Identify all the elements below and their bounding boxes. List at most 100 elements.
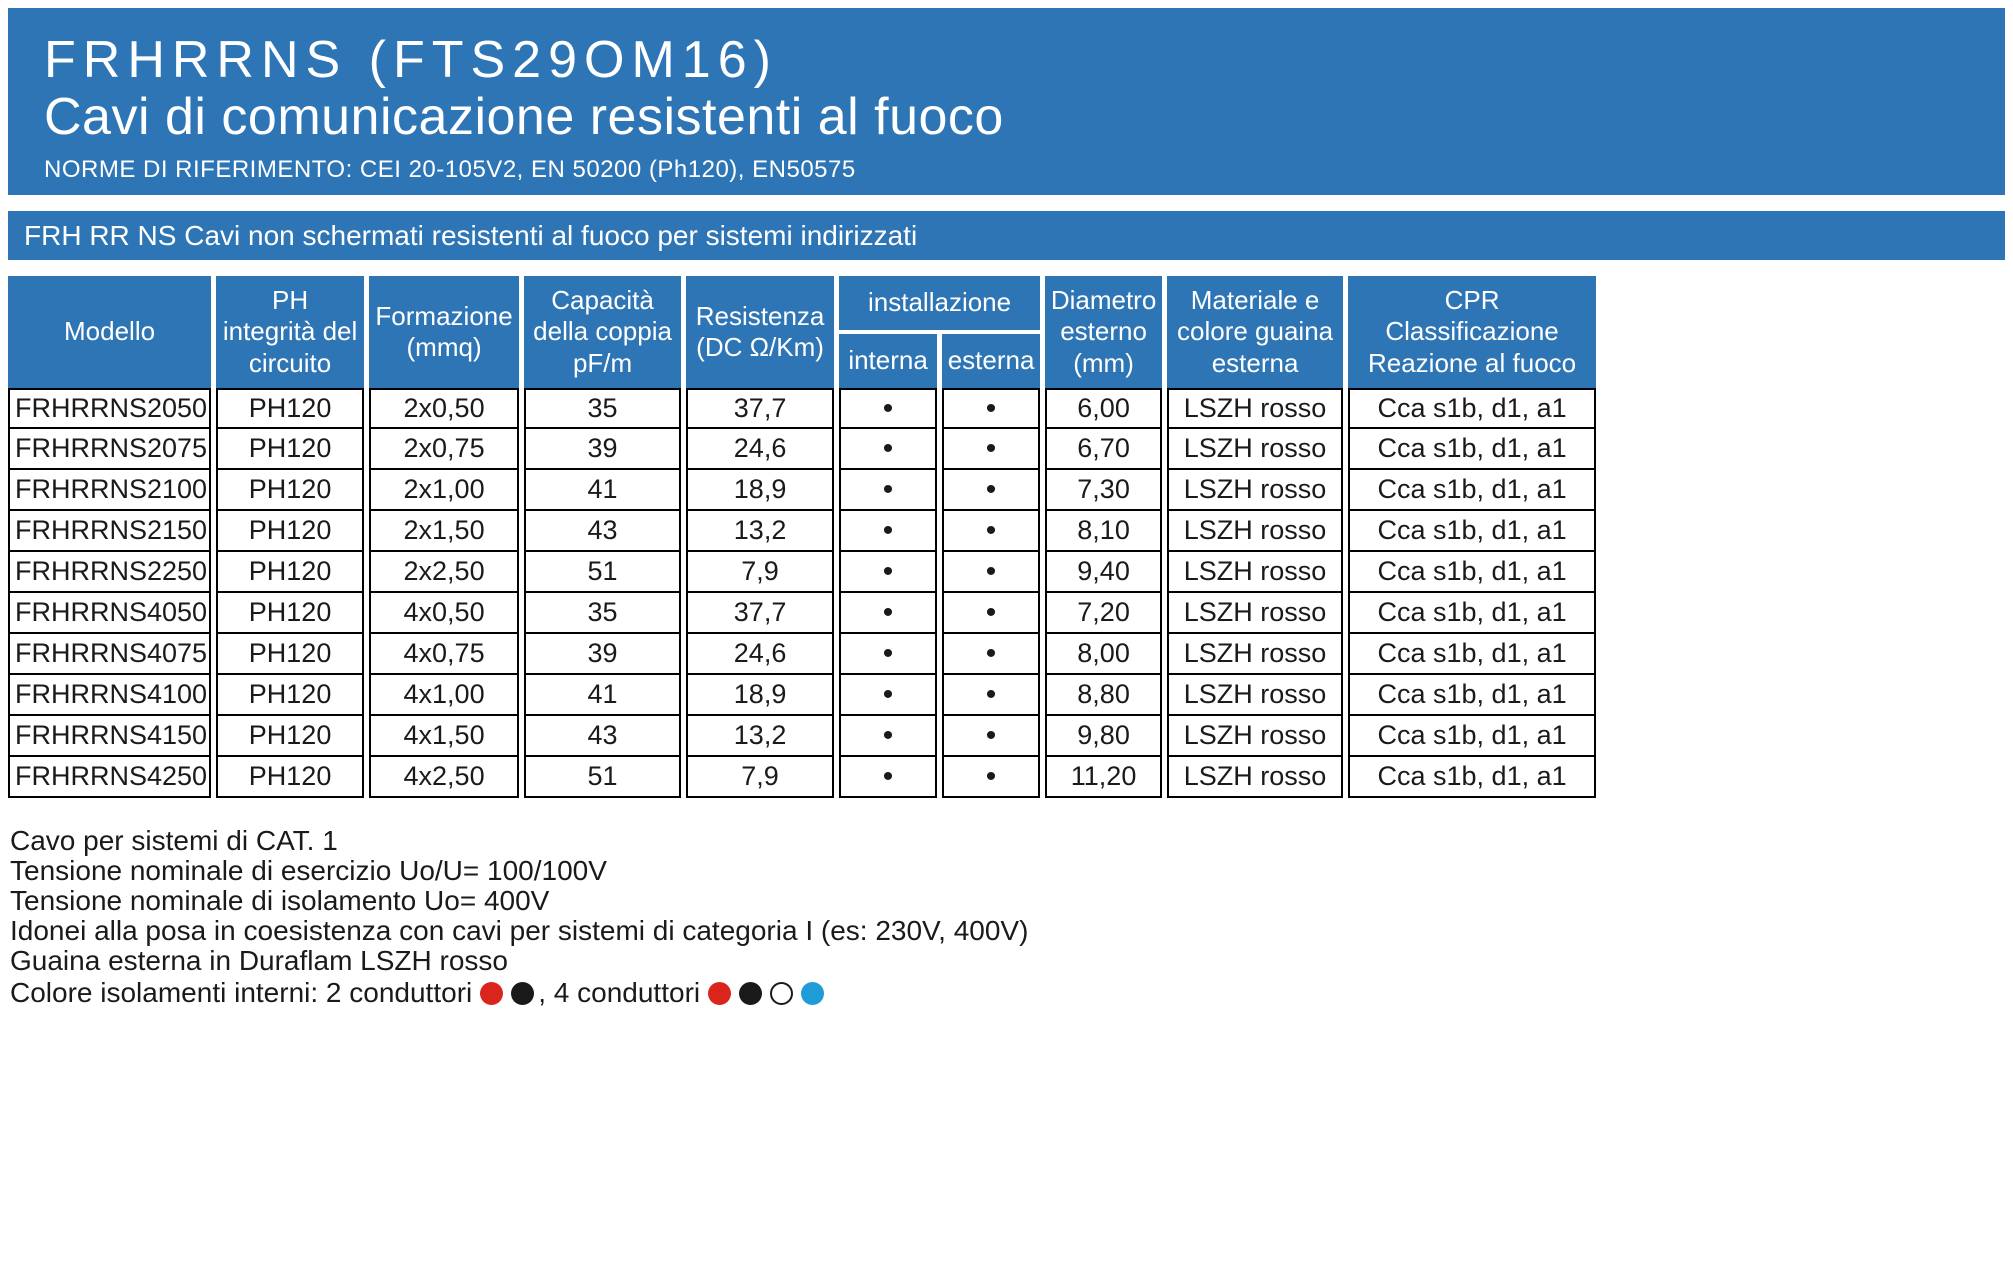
cell-esterna: •	[942, 429, 1041, 470]
cell-modello: FRHRRNS2075	[8, 429, 212, 470]
cell-materiale: LSZH rosso	[1167, 429, 1344, 470]
cell-modello: FRHRRNS4100	[8, 675, 212, 716]
legend-prefix-text: Colore isolamenti interni: 2 conduttori	[10, 977, 473, 1008]
cell-cpr: Cca s1b, d1, a1	[1348, 429, 1597, 470]
cell-modello: FRHRRNS4250	[8, 757, 212, 798]
product-description-title: Cavi di comunicazione resistenti al fuoc…	[44, 88, 1004, 147]
black-dot-icon	[511, 981, 535, 1005]
note-line: Tensione nominale di isolamento Uo= 400V	[10, 885, 550, 916]
spec-table: Modello PH integrità del circuito Formaz…	[3, 276, 1601, 798]
cell-interna: •	[839, 511, 938, 552]
cell-cpr: Cca s1b, d1, a1	[1348, 470, 1597, 511]
cell-capacita: 43	[524, 716, 682, 757]
cell-materiale: LSZH rosso	[1167, 593, 1344, 634]
header-banner: FRHRRNS (FTS29OM16) Cavi di comunicazion…	[8, 8, 2005, 195]
cell-interna: •	[839, 552, 938, 593]
cell-cpr: Cca s1b, d1, a1	[1348, 634, 1597, 675]
cell-modello: FRHRRNS4075	[8, 634, 212, 675]
cell-esterna: •	[942, 757, 1041, 798]
cell-ph: PH120	[216, 511, 365, 552]
legend-middle-text: , 4 conduttori	[538, 977, 701, 1008]
cell-materiale: LSZH rosso	[1167, 757, 1344, 798]
cell-resistenza: 37,7	[686, 388, 835, 429]
cell-ph: PH120	[216, 716, 365, 757]
table-row: FRHRRNS4075 PH120 4x0,75 39 24,6 • • 8,0…	[8, 634, 1597, 675]
cell-interna: •	[839, 757, 938, 798]
cell-diametro: 7,30	[1045, 470, 1163, 511]
cell-formazione: 2x1,50	[369, 511, 520, 552]
col-header-diametro: Diametro esterno (mm)	[1045, 276, 1163, 388]
cell-capacita: 51	[524, 757, 682, 798]
table-row: FRHRRNS2150 PH120 2x1,50 43 13,2 • • 8,1…	[8, 511, 1597, 552]
cell-resistenza: 13,2	[686, 511, 835, 552]
reference-norms-text: NORME DI RIFERIMENTO: CEI 20-105V2, EN 5…	[44, 156, 856, 184]
table-row: FRHRRNS4250 PH120 4x2,50 51 7,9 • • 11,2…	[8, 757, 1597, 798]
cell-materiale: LSZH rosso	[1167, 470, 1344, 511]
cell-diametro: 8,10	[1045, 511, 1163, 552]
cell-capacita: 39	[524, 429, 682, 470]
cell-formazione: 2x0,75	[369, 429, 520, 470]
note-line: Idonei alla posa in coesistenza con cavi…	[10, 915, 1029, 946]
cell-esterna: •	[942, 552, 1041, 593]
cell-materiale: LSZH rosso	[1167, 634, 1344, 675]
cell-diametro: 6,70	[1045, 429, 1163, 470]
cell-ph: PH120	[216, 429, 365, 470]
cell-modello: FRHRRNS2250	[8, 552, 212, 593]
cell-cpr: Cca s1b, d1, a1	[1348, 552, 1597, 593]
cell-diametro: 7,20	[1045, 593, 1163, 634]
datasheet-page: FRHRRNS (FTS29OM16) Cavi di comunicazion…	[3, 8, 2005, 1008]
cell-materiale: LSZH rosso	[1167, 511, 1344, 552]
cell-esterna: •	[942, 634, 1041, 675]
cell-modello: FRHRRNS4050	[8, 593, 212, 634]
cell-capacita: 35	[524, 388, 682, 429]
cell-formazione: 4x0,75	[369, 634, 520, 675]
col-header-capacita: Capacità della coppia pF/m	[524, 276, 682, 388]
cell-capacita: 39	[524, 634, 682, 675]
header-row-sub: interna esterna	[8, 329, 1596, 388]
cell-cpr: Cca s1b, d1, a1	[1348, 593, 1597, 634]
cell-diametro: 8,80	[1045, 675, 1163, 716]
col-header-installazione: installazione	[839, 276, 1041, 330]
cell-formazione: 2x1,00	[369, 470, 520, 511]
cell-esterna: •	[942, 388, 1041, 429]
col-header-resistenza: Resistenza (DC Ω/Km)	[686, 276, 835, 388]
col-header-esterna: esterna	[942, 329, 1041, 388]
col-header-interna: interna	[839, 329, 938, 388]
table-row: FRHRRNS4100 PH120 4x1,00 41 18,9 • • 8,8…	[8, 675, 1597, 716]
table-row: FRHRRNS2250 PH120 2x2,50 51 7,9 • • 9,40…	[8, 552, 1597, 593]
cell-ph: PH120	[216, 593, 365, 634]
cell-capacita: 35	[524, 593, 682, 634]
cell-esterna: •	[942, 675, 1041, 716]
cell-ph: PH120	[216, 675, 365, 716]
col-header-formazione: Formazione (mmq)	[369, 276, 520, 388]
cell-esterna: •	[942, 593, 1041, 634]
cell-interna: •	[839, 634, 938, 675]
table-header: Modello PH integrità del circuito Formaz…	[8, 276, 1597, 388]
table-row: FRHRRNS4150 PH120 4x1,50 43 13,2 • • 9,8…	[8, 716, 1597, 757]
cell-diametro: 9,80	[1045, 716, 1163, 757]
cell-formazione: 4x2,50	[369, 757, 520, 798]
cell-cpr: Cca s1b, d1, a1	[1348, 757, 1597, 798]
cell-esterna: •	[942, 716, 1041, 757]
cell-resistenza: 18,9	[686, 675, 835, 716]
cell-interna: •	[839, 429, 938, 470]
cell-interna: •	[839, 470, 938, 511]
col-header-ph: PH integrità del circuito	[216, 276, 365, 388]
col-header-materiale: Materiale e colore guaina esterna	[1167, 276, 1344, 388]
cell-resistenza: 24,6	[686, 634, 835, 675]
note-line: Tensione nominale di esercizio Uo/U= 100…	[10, 855, 607, 886]
cell-modello: FRHRRNS2150	[8, 511, 212, 552]
cell-modello: FRHRRNS4150	[8, 716, 212, 757]
cell-ph: PH120	[216, 388, 365, 429]
black-dot-icon	[739, 981, 763, 1005]
product-code-title: FRHRRNS (FTS29OM16)	[44, 31, 778, 89]
cell-diametro: 6,00	[1045, 388, 1163, 429]
cell-capacita: 51	[524, 552, 682, 593]
cell-capacita: 43	[524, 511, 682, 552]
section-banner: FRH RR NS Cavi non schermati resistenti …	[8, 211, 2005, 260]
cell-resistenza: 7,9	[686, 552, 835, 593]
cell-ph: PH120	[216, 634, 365, 675]
cell-diametro: 11,20	[1045, 757, 1163, 798]
cell-interna: •	[839, 716, 938, 757]
cell-cpr: Cca s1b, d1, a1	[1348, 675, 1597, 716]
